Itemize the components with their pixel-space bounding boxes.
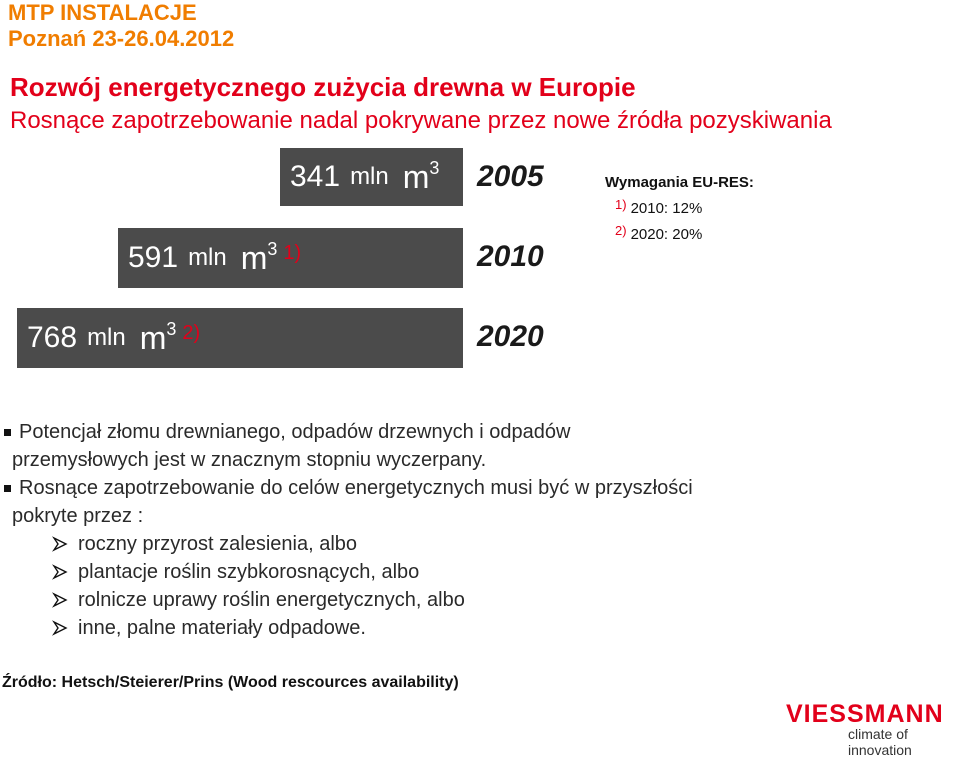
bullet-item: Rosnące zapotrzebowanie do celów energet… — [0, 474, 950, 502]
year-2010: 2010 — [477, 240, 544, 273]
bar-unit: mln — [350, 163, 389, 190]
square-bullet-icon — [4, 485, 11, 492]
sub-bullet-item: inne, palne materiały odpadowe. — [0, 614, 950, 642]
year-2005: 2005 — [477, 160, 544, 193]
bar-value: 768 — [27, 321, 78, 354]
sub-bullet-item: roczny przyrost zalesienia, albo — [0, 530, 950, 558]
sub-bullet-item: plantacje roślin szybkorosnących, albo — [0, 558, 950, 586]
event-place-date: Poznań 23-26.04.2012 — [8, 26, 235, 51]
requirement-item: 1) 2010: 12% — [615, 197, 703, 217]
bullet-continuation: przemysłowych jest w znacznym stopniu wy… — [12, 449, 487, 471]
logo-tagline: climate of innovation — [848, 726, 912, 758]
bar-footnote-ref: 2) — [182, 322, 201, 344]
requirement-item: 2) 2020: 20% — [615, 223, 703, 243]
requirements-title: Wymagania EU-RES: — [605, 174, 754, 191]
bar-value: 591 — [128, 241, 179, 274]
event-name: MTP INSTALACJE — [8, 0, 197, 25]
eu-res-requirements: Wymagania EU-RES: 1) 2010: 12% 2) 2020: 20… — [605, 174, 754, 243]
bullet-list: Potencjał złomu drewnianego, odpadów drz… — [0, 418, 950, 642]
arrow-bullet-icon — [52, 620, 68, 636]
sub-bullet-item: rolnicze uprawy roślin energetycznych, a… — [0, 586, 950, 614]
bar-volume-unit: m3 — [402, 158, 440, 195]
bar-footnote-ref: 1) — [283, 242, 302, 264]
bar-2010: 591 mln m3 1) — [118, 228, 463, 288]
bar-2005: 341 mln m3 — [280, 148, 463, 206]
square-bullet-icon — [4, 429, 11, 436]
bar-unit: mln — [188, 244, 227, 271]
bar-unit: mln — [87, 324, 126, 351]
viessmann-logo: VIESSMANN climate of innovation — [786, 700, 960, 758]
bullet-continuation: pokryte przez : — [12, 505, 144, 527]
slide-subtitle: Rosnące zapotrzebowanie nadal pokrywane … — [10, 107, 832, 134]
bar-volume-unit: m3 — [240, 239, 278, 276]
source-note: Źródło: Hetsch/Steierer/Prins (Wood resc… — [2, 674, 459, 691]
year-2020: 2020 — [477, 320, 544, 353]
arrow-bullet-icon — [52, 592, 68, 608]
bar-2020: 768 mln m3 2) — [17, 308, 463, 368]
arrow-bullet-icon — [52, 564, 68, 580]
arrow-bullet-icon — [52, 536, 68, 552]
slide-title: Rozwój energetycznego zużycia drewna w E… — [10, 72, 636, 102]
bullet-item: Potencjał złomu drewnianego, odpadów drz… — [0, 418, 950, 446]
bar-value: 341 — [290, 160, 341, 193]
logo-brand: VIESSMANN — [786, 700, 944, 728]
bar-volume-unit: m3 — [139, 319, 177, 356]
